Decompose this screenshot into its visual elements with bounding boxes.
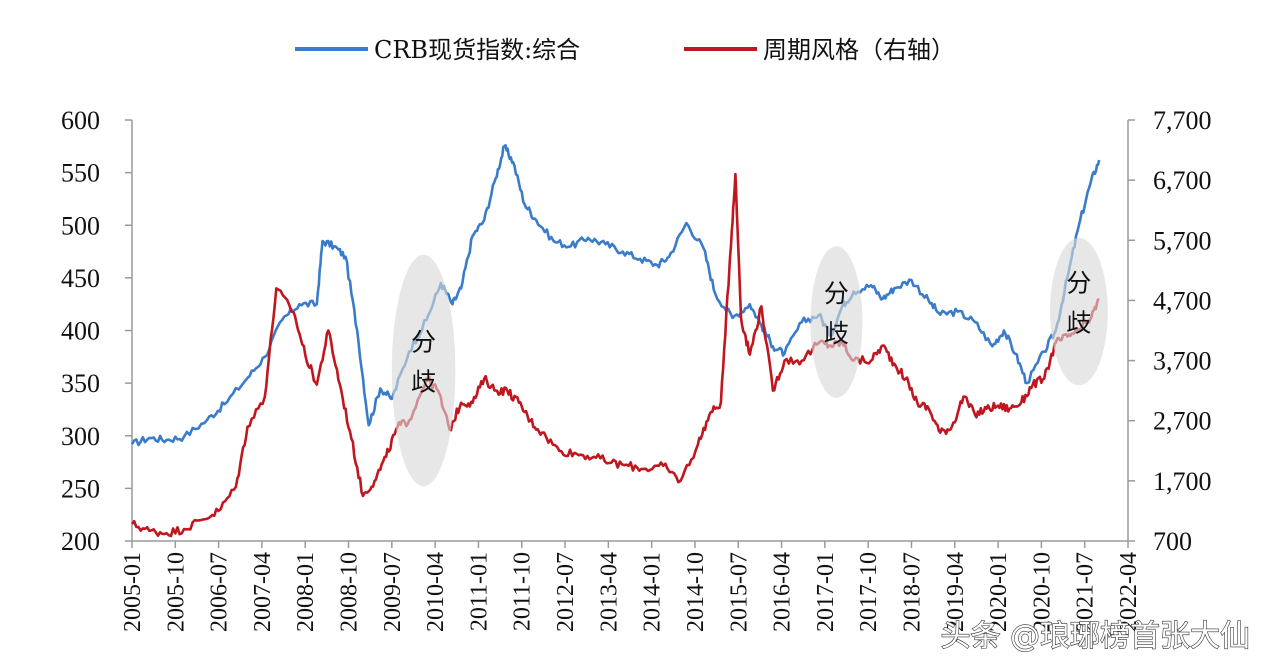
x-tick-label: 2005-01 (120, 552, 146, 632)
series-line-crb (130, 144, 1101, 447)
x-tick-label: 2005-10 (163, 552, 189, 632)
legend-label-cyclical: 周期风格（右轴） (763, 36, 955, 64)
left-tick-label: 450 (61, 264, 100, 293)
x-tick-label: 2012-07 (553, 552, 579, 632)
annotation-text: 分 (411, 327, 436, 356)
right-tick-label: 1,700 (1153, 467, 1212, 496)
x-tick-label: 2020-01 (986, 552, 1012, 632)
right-tick-label: 2,700 (1153, 407, 1212, 436)
x-tick-label: 2008-01 (293, 552, 319, 632)
series-line-cyclical (130, 172, 1100, 538)
x-tick-label: 2015-07 (726, 552, 752, 632)
annotation-ellipse (391, 254, 456, 487)
annotation-text: 分 (1066, 269, 1091, 298)
watermark: 头条 @琅琊榜首张大仙 (940, 619, 1250, 654)
annotation-text: 歧 (411, 367, 436, 396)
x-tick-label: 2011-10 (510, 552, 536, 631)
left-tick-label: 600 (61, 106, 100, 135)
annotation-ellipses (391, 237, 1108, 487)
x-tick-label: 2018-07 (899, 552, 925, 632)
x-tick-label: 2007-04 (250, 552, 276, 632)
x-tick-label: 2014-01 (640, 552, 666, 632)
x-tick-label: 2021-07 (1073, 552, 1099, 632)
x-tick-label: 2017-01 (813, 552, 839, 632)
annotation-ellipse (810, 246, 863, 398)
left-tick-label: 550 (61, 159, 100, 188)
series-layer (130, 144, 1101, 538)
x-tick-label: 2020-10 (1029, 552, 1055, 632)
left-tick-label: 250 (61, 474, 100, 503)
x-tick-label: 2014-10 (683, 552, 709, 632)
x-tick-label: 2019-04 (943, 552, 969, 632)
legend: CRB现货指数:综合 周期风格（右轴） (295, 36, 955, 64)
left-tick-label: 500 (61, 211, 100, 240)
left-tick-label: 350 (61, 369, 100, 398)
x-tick-label: 2022-04 (1116, 552, 1142, 632)
annotation-text: 歧 (824, 319, 849, 348)
x-tick-label: 2013-04 (596, 552, 622, 632)
right-tick-label: 700 (1153, 527, 1192, 556)
right-tick-label: 6,700 (1153, 166, 1212, 195)
left-tick-label: 200 (61, 527, 100, 556)
annotation-ellipse (1050, 237, 1108, 386)
right-tick-label: 4,700 (1153, 286, 1212, 315)
x-tick-label: 2010-04 (423, 552, 449, 632)
legend-label-crb: CRB现货指数:综合 (374, 36, 580, 64)
x-tick-label: 2009-07 (380, 552, 406, 632)
x-tick-label: 2016-04 (770, 552, 796, 632)
right-tick-label: 3,700 (1153, 347, 1212, 376)
annotation-text: 歧 (1066, 309, 1091, 338)
left-tick-label: 300 (61, 422, 100, 451)
x-tick-label: 2017-10 (856, 552, 882, 632)
x-tick-label: 2006-07 (207, 552, 233, 632)
annotation-text: 分 (824, 279, 849, 308)
right-tick-label: 5,700 (1153, 226, 1212, 255)
right-tick-label: 7,700 (1153, 106, 1212, 135)
x-tick-label: 2011-01 (466, 552, 492, 631)
x-tick-label: 2008-10 (337, 552, 363, 632)
axes: 600 550 500 450 400 350 300 250 200 7,700 6,700 5,7… (61, 106, 1212, 632)
left-tick-label: 400 (61, 317, 100, 346)
